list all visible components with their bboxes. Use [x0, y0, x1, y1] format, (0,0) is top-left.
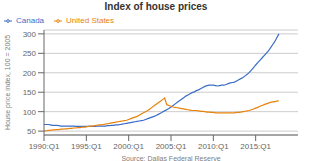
svg-text:Source: Dallas Federal Reserve: Source: Dallas Federal Reserve	[121, 155, 220, 161]
html-text:Canada: Canada	[16, 16, 44, 25]
svg-text:250: 250	[23, 49, 37, 58]
svg-text:2015:Q1: 2015:Q1	[240, 142, 271, 151]
svg-text:100: 100	[23, 108, 37, 117]
svg-text:300: 300	[23, 30, 37, 39]
svg-text:150: 150	[23, 88, 37, 97]
html-text:Index of house prices: Index of house prices	[104, 1, 208, 12]
svg-text:2005:Q1: 2005:Q1	[156, 142, 187, 151]
svg-text:2010:Q1: 2010:Q1	[198, 142, 229, 151]
svg-text:1990:Q1: 1990:Q1	[29, 142, 60, 151]
svg-text:2000:Q1: 2000:Q1	[113, 142, 144, 151]
html-text:United States: United States	[66, 16, 115, 25]
svg-text:1995:Q1: 1995:Q1	[71, 142, 102, 151]
svg-text:50: 50	[27, 127, 36, 136]
svg-text:200: 200	[23, 69, 37, 78]
svg-text:House price index, 100 = 2005: House price index, 100 = 2005	[4, 35, 12, 130]
